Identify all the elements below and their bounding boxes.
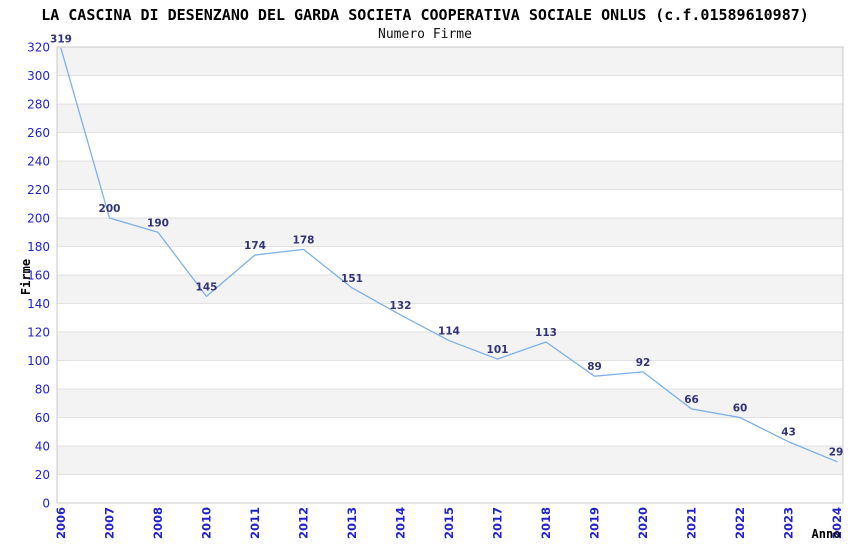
y-tick-label: 0	[42, 497, 50, 511]
y-tick-label: 80	[35, 383, 50, 397]
background-band	[57, 104, 843, 133]
y-axis-title: Firme	[19, 258, 33, 296]
data-point-label: 92	[636, 357, 651, 369]
y-tick-label: 240	[27, 155, 50, 169]
x-tick-label: 2013	[345, 507, 359, 539]
data-point-label: 89	[587, 361, 602, 373]
data-point-label: 101	[487, 344, 509, 356]
trend-line	[60, 47, 838, 463]
background-band	[57, 161, 843, 190]
data-point-label: 151	[341, 273, 363, 285]
x-tick-label: 2022	[733, 507, 747, 539]
x-tick-label: 2017	[491, 507, 505, 539]
x-tick-label: 2014	[394, 507, 408, 539]
x-tick-label: 2018	[539, 507, 553, 539]
y-tick-label: 40	[35, 440, 50, 454]
data-point-label: 319	[50, 33, 72, 45]
background-band	[57, 218, 843, 247]
x-tick-label: 2010	[200, 507, 214, 539]
data-point-label: 174	[244, 240, 266, 252]
background-band	[57, 389, 843, 418]
x-tick-label: 2021	[685, 507, 699, 539]
y-tick-label: 100	[27, 354, 50, 368]
data-point-label: 29	[829, 447, 844, 459]
background-band	[57, 275, 843, 304]
data-point-label: 66	[684, 394, 699, 406]
y-tick-label: 200	[27, 212, 50, 226]
x-tick-label: 2023	[782, 507, 796, 539]
x-tick-label: 2019	[588, 507, 602, 539]
x-tick-label: 2020	[636, 507, 650, 539]
data-point-label: 190	[147, 217, 169, 229]
y-tick-label: 320	[27, 41, 50, 55]
x-tick-label: 2015	[442, 507, 456, 539]
data-point-label: 200	[99, 203, 121, 215]
data-point-label: 113	[535, 327, 557, 339]
data-point-label: 60	[733, 403, 748, 415]
y-tick-label: 120	[27, 326, 50, 340]
x-tick-label: 2011	[248, 507, 262, 539]
y-tick-label: 280	[27, 98, 50, 112]
y-tick-label: 300	[27, 69, 50, 83]
background-band	[57, 47, 843, 76]
y-tick-label: 260	[27, 126, 50, 140]
background-band	[57, 332, 843, 361]
x-axis-title: Anno	[811, 527, 841, 541]
data-point-label: 132	[390, 300, 412, 312]
y-tick-label: 20	[35, 468, 50, 482]
x-tick-label: 2012	[297, 507, 311, 539]
x-tick-label: 2024	[830, 507, 844, 539]
chart-subtitle: Numero Firme	[378, 27, 472, 42]
data-point-label: 43	[781, 427, 796, 439]
data-point-label: 178	[293, 234, 315, 246]
background-band	[57, 446, 843, 475]
data-point-label: 114	[438, 326, 460, 338]
x-tick-label: 2008	[151, 507, 165, 539]
y-tick-label: 180	[27, 240, 50, 254]
y-tick-label: 220	[27, 183, 50, 197]
y-tick-label: 140	[27, 297, 50, 311]
y-tick-label: 160	[27, 269, 50, 283]
y-tick-label: 60	[35, 411, 50, 425]
plot-border	[56, 46, 844, 504]
x-tick-label: 2007	[103, 507, 117, 539]
chart-title: LA CASCINA DI DESENZANO DEL GARDA SOCIET…	[41, 6, 809, 24]
data-point-label: 145	[196, 281, 218, 293]
x-tick-label: 2006	[54, 507, 68, 539]
